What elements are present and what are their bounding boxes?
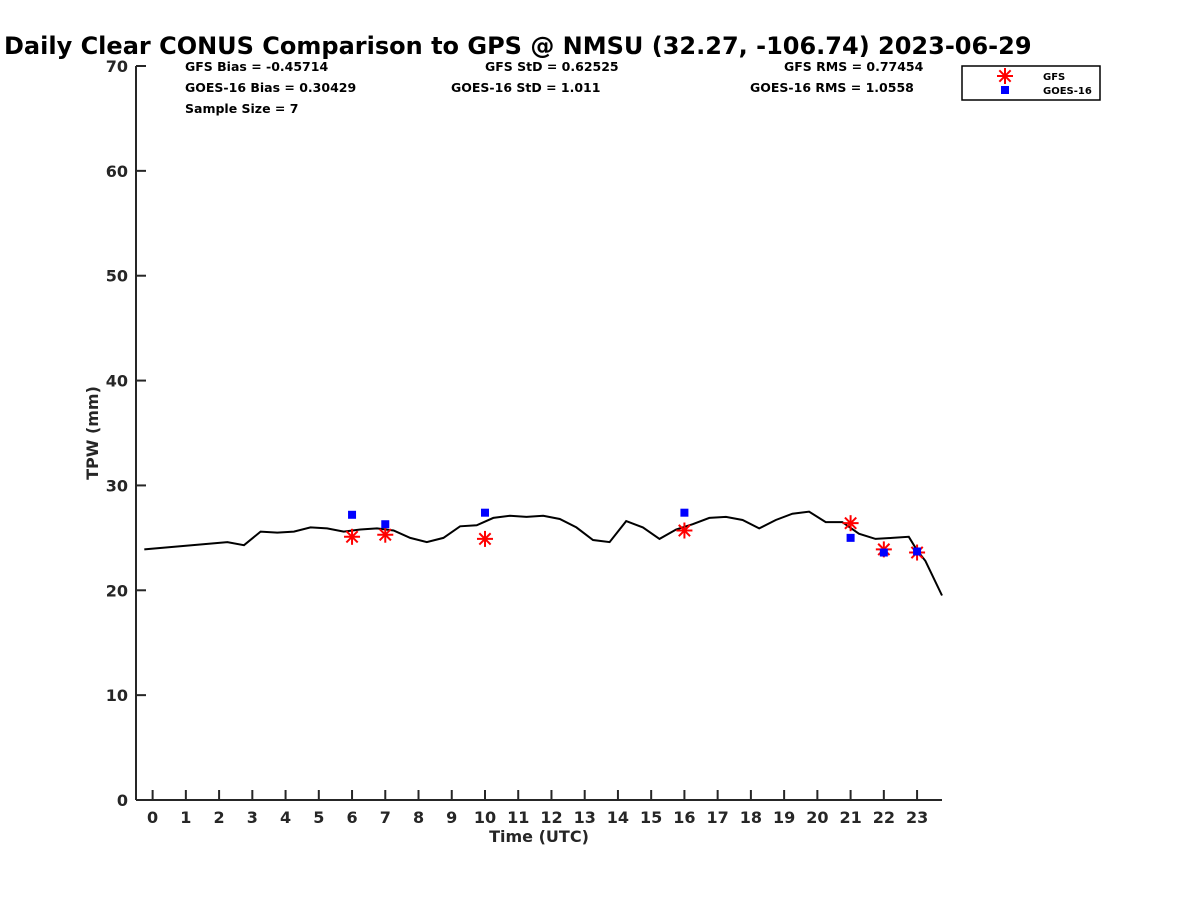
x-tick-label: 1 (180, 808, 191, 827)
x-tick-label: 23 (906, 808, 928, 827)
legend: GFS GOES-16 (961, 65, 1101, 101)
x-tick-label: 18 (740, 808, 762, 827)
goes-bias-text: GOES-16 Bias = 0.30429 (185, 80, 356, 95)
x-tick-label: 21 (839, 808, 861, 827)
y-tick-label: 60 (106, 162, 128, 181)
sample-size-text: Sample Size = 7 (185, 101, 298, 116)
legend-goes-label: GOES-16 (1043, 86, 1092, 97)
gfs-point (476, 530, 493, 547)
y-axis-label: TPW (mm) (83, 386, 102, 480)
y-tick-label: 40 (106, 372, 128, 391)
gfs-point (377, 526, 394, 543)
legend-gfs-asterisk (997, 68, 1013, 84)
x-axis-ticks: 0 1 2 3 4 5 6 7 8 9 10 11 12 13 14 15 16 17 18 19 20 21 22 23 (147, 790, 928, 827)
x-tick-label: 2 (214, 808, 225, 827)
gps-line (144, 510, 943, 596)
gfs-point (676, 522, 693, 539)
goes-rms-text: GOES-16 RMS = 1.0558 (750, 80, 914, 95)
gfs-std-text: GFS StD = 0.62525 (485, 59, 619, 74)
x-tick-label: 14 (607, 808, 629, 827)
gfs-bias-text: GFS Bias = -0.45714 (185, 59, 328, 74)
x-tick-label: 3 (247, 808, 258, 827)
x-tick-label: 8 (413, 808, 424, 827)
stats-block: GFS Bias = -0.45714 GOES-16 Bias = 0.304… (185, 59, 924, 116)
goes-point (680, 508, 689, 517)
gfs-point (842, 515, 859, 532)
gfs-point-stroke (378, 528, 392, 542)
legend-gfs-marker (997, 68, 1013, 84)
x-tick-label: 15 (640, 808, 662, 827)
x-tick-label: 20 (806, 808, 828, 827)
chart-title: Daily Clear CONUS Comparison to GPS @ NM… (4, 32, 1032, 60)
x-tick-label: 16 (673, 808, 695, 827)
x-tick-label: 5 (313, 808, 324, 827)
x-tick-label: 10 (474, 808, 496, 827)
gfs-point (344, 528, 361, 545)
goes-point (480, 508, 489, 517)
series-goes-16 (348, 508, 922, 557)
x-tick-label: 9 (446, 808, 457, 827)
legend-goes-marker (1001, 86, 1009, 94)
plot-area (144, 508, 943, 596)
goes-std-text: GOES-16 StD = 1.011 (451, 80, 600, 95)
gfs-point-stroke (844, 516, 857, 530)
legend-goes-square (1001, 86, 1009, 94)
x-axis-label: Time (UTC) (489, 827, 589, 846)
x-tick-label: 17 (707, 808, 729, 827)
y-tick-label: 30 (106, 476, 128, 495)
x-tick-label: 11 (507, 808, 529, 827)
y-tick-label: 0 (117, 791, 128, 810)
x-tick-label: 13 (574, 808, 596, 827)
y-axis-ticks: 0 10 20 30 40 50 60 70 (106, 57, 146, 810)
x-tick-label: 22 (873, 808, 895, 827)
legend-gfs-label: GFS (1043, 72, 1065, 83)
goes-point (913, 547, 922, 556)
gfs-point-stroke (678, 524, 691, 537)
goes-point (381, 520, 390, 529)
x-tick-label: 7 (380, 808, 391, 827)
goes-point (348, 510, 357, 519)
y-tick-label: 70 (106, 57, 128, 76)
legend-gfs-asterisk-stroke (998, 69, 1012, 83)
x-tick-label: 0 (147, 808, 158, 827)
x-tick-label: 4 (280, 808, 291, 827)
y-tick-label: 20 (106, 581, 128, 600)
legend-box (961, 65, 1101, 101)
axes (135, 66, 942, 801)
goes-point (879, 548, 888, 557)
x-tick-label: 6 (346, 808, 357, 827)
y-tick-label: 10 (106, 686, 128, 705)
x-tick-label: 19 (773, 808, 795, 827)
gfs-rms-text: GFS RMS = 0.77454 (784, 59, 924, 74)
gfs-point-stroke (478, 532, 492, 546)
y-tick-label: 50 (106, 267, 128, 286)
gfs-point-stroke (345, 530, 359, 544)
goes-point (846, 533, 855, 542)
x-tick-label: 12 (540, 808, 562, 827)
